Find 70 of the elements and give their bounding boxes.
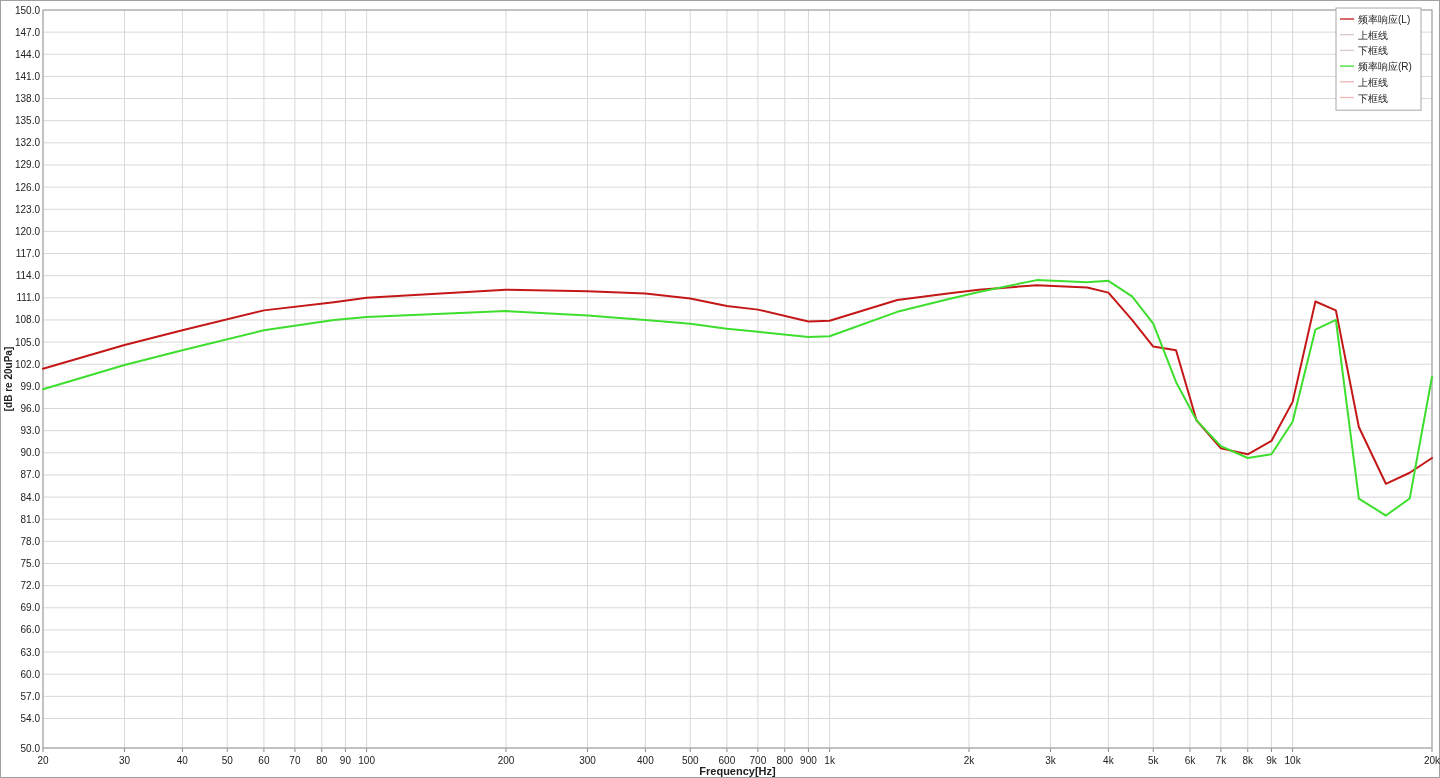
legend-label: 上框线 xyxy=(1358,76,1388,88)
x-tick-label: 6k xyxy=(1184,755,1197,766)
y-tick-label: 84.0 xyxy=(20,491,41,503)
x-tick-label: 7k xyxy=(1215,755,1228,766)
y-tick-label: 66.0 xyxy=(20,624,41,636)
legend-label: 下框线 xyxy=(1358,92,1388,104)
x-tick-label: 20k xyxy=(1423,755,1440,766)
x-tick-label: 3k xyxy=(1045,755,1057,766)
x-tick-label: 30 xyxy=(118,755,131,766)
y-tick-label: 54.0 xyxy=(20,712,41,724)
x-tick-label: 200 xyxy=(497,755,515,766)
x-tick-label: 60 xyxy=(258,755,270,766)
x-tick-label: 70 xyxy=(289,755,301,766)
y-tick-label: 87.0 xyxy=(20,469,41,481)
y-tick-label: 102.0 xyxy=(14,358,41,370)
x-tick-label: 20 xyxy=(37,755,49,766)
y-tick-label: 141.0 xyxy=(14,70,41,82)
x-tick-label: 4k xyxy=(1103,755,1115,766)
x-tick-label: 700 xyxy=(749,755,767,766)
y-tick-label: 120.0 xyxy=(14,225,41,237)
y-tick-label: 123.0 xyxy=(14,203,41,215)
y-tick-label: 117.0 xyxy=(15,248,41,260)
y-tick-label: 138.0 xyxy=(14,93,41,105)
y-tick-label: 135.0 xyxy=(14,115,41,127)
y-tick-label: 90.0 xyxy=(20,447,41,459)
y-tick-label: 99.0 xyxy=(20,380,41,392)
y-tick-label: 69.0 xyxy=(20,602,41,614)
y-tick-label: 60.0 xyxy=(20,668,41,680)
y-tick-label: 50.0 xyxy=(20,742,41,754)
x-tick-label: 300 xyxy=(579,755,597,766)
legend-label: 下框线 xyxy=(1358,45,1388,57)
y-tick-label: 111.0 xyxy=(16,292,41,304)
y-tick-label: 75.0 xyxy=(20,558,41,569)
y-tick-label: 144.0 xyxy=(14,48,41,60)
y-tick-label: 114.0 xyxy=(15,270,41,282)
y-tick-label: 72.0 xyxy=(20,580,41,592)
y-tick-label: 150.0 xyxy=(14,4,41,16)
x-tick-label: 600 xyxy=(718,755,736,766)
x-tick-label: 800 xyxy=(776,755,794,766)
y-tick-label: 81.0 xyxy=(20,513,41,525)
x-axis-title: Frequency[Hz] xyxy=(699,765,777,777)
x-tick-label: 1k xyxy=(824,755,836,766)
x-tick-label: 5k xyxy=(1147,755,1160,766)
x-tick-label: 80 xyxy=(316,755,328,766)
x-tick-label: 500 xyxy=(681,755,700,766)
y-tick-label: 105.0 xyxy=(14,336,41,348)
x-tick-label: 400 xyxy=(637,755,655,766)
y-tick-label: 93.0 xyxy=(20,425,41,437)
y-tick-label: 132.0 xyxy=(14,137,41,149)
y-tick-label: 63.0 xyxy=(20,646,41,658)
x-tick-label: 10k xyxy=(1284,755,1302,766)
y-axis-title: [dB re 20uPa] xyxy=(3,346,14,412)
legend-label: 频率响应(R) xyxy=(1358,61,1412,73)
x-tick-label: 40 xyxy=(176,755,189,766)
y-tick-label: 96.0 xyxy=(20,403,41,415)
y-tick-label: 57.0 xyxy=(20,690,41,702)
legend-label: 频率响应(L) xyxy=(1358,14,1411,25)
y-tick-label: 129.0 xyxy=(14,159,41,171)
x-tick-label: 8k xyxy=(1242,755,1255,766)
x-tick-label: 900 xyxy=(800,755,818,766)
x-tick-label: 100 xyxy=(358,755,376,766)
x-tick-label: 50 xyxy=(221,755,234,766)
y-tick-label: 126.0 xyxy=(14,181,41,193)
y-tick-label: 78.0 xyxy=(20,535,41,547)
x-tick-label: 90 xyxy=(339,755,352,766)
y-tick-label: 108.0 xyxy=(14,314,41,326)
y-tick-label: 147.0 xyxy=(14,26,41,38)
legend-label: 上框线 xyxy=(1358,29,1388,41)
x-tick-label: 2k xyxy=(963,755,976,766)
x-tick-label: 9k xyxy=(1266,755,1278,766)
